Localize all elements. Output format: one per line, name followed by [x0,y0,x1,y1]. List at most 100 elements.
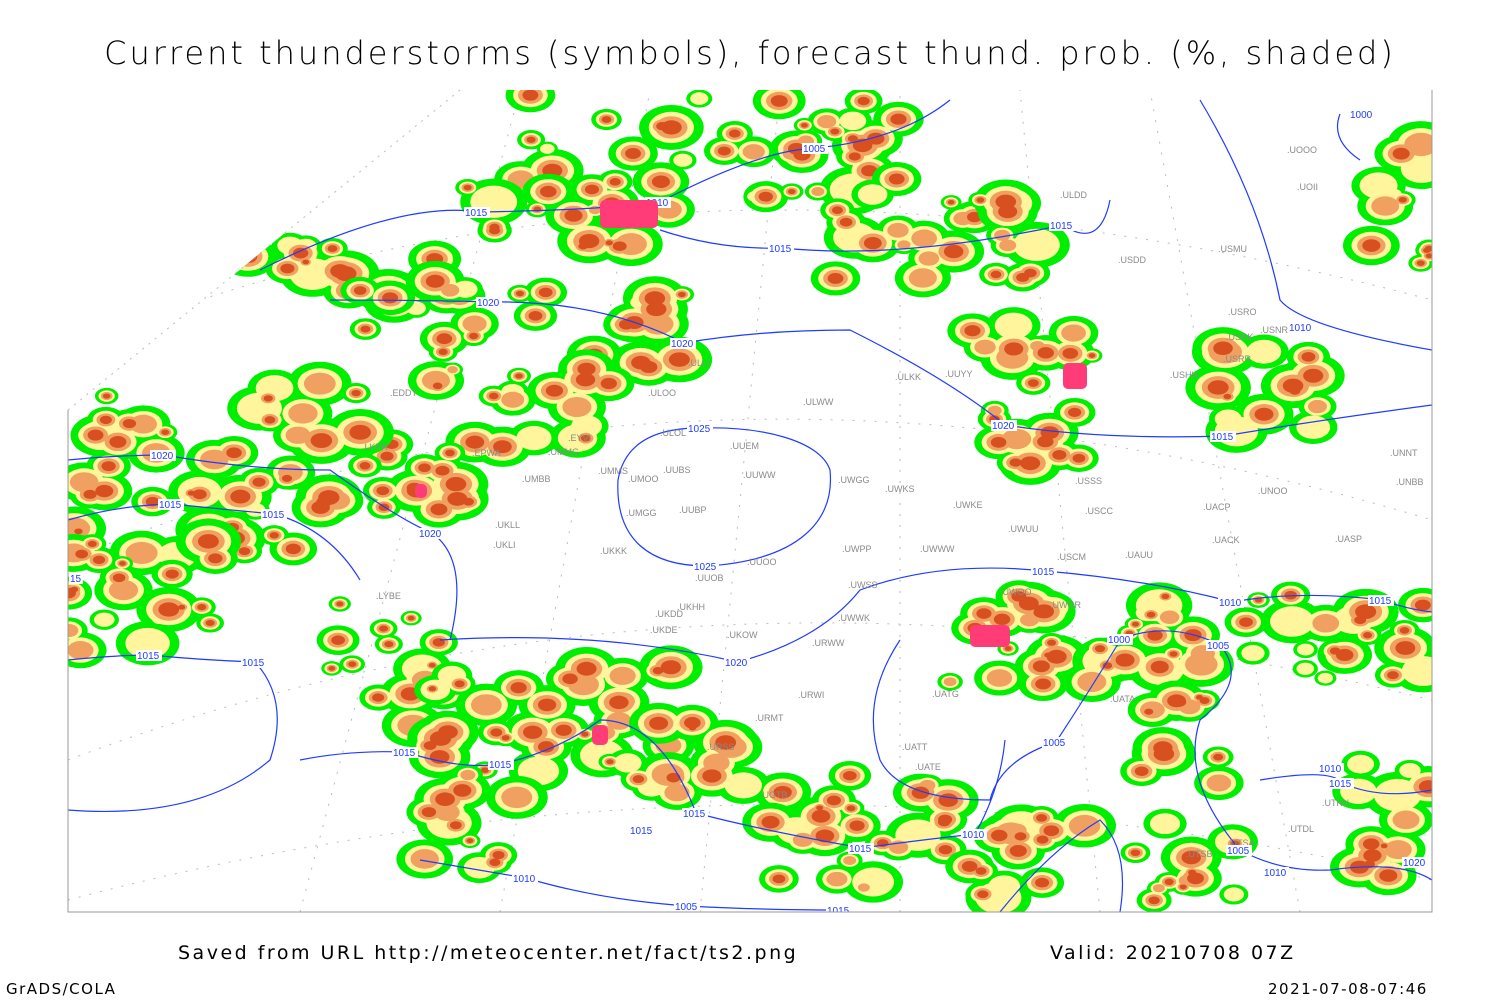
isobar-label-bg [724,657,750,668]
probability-cell [1052,449,1067,460]
probability-cell [74,528,83,535]
probability-cell [410,849,439,869]
probability-cell [911,229,938,248]
station-label: .UWKE [953,500,983,510]
probability-cell [993,613,1011,626]
probability-cell [584,184,600,195]
probability-cell [1404,132,1432,157]
probability-cell [1416,260,1425,266]
station-label: .ULDD [1060,190,1088,200]
probability-cell [1020,613,1039,627]
probability-cell [994,229,1011,241]
probability-cell [964,325,981,337]
probability-cell [1148,896,1160,905]
probability-cell [1072,453,1086,463]
probability-cell [87,540,97,547]
station-label: .LYBE [376,591,401,601]
probability-cell [728,129,741,138]
probability-cell [460,769,476,781]
station-label: .UAUU [1125,550,1153,560]
station-label: .USCM [1057,552,1086,562]
probability-cell [463,184,472,191]
probability-cell [848,152,861,161]
probability-cell [421,807,437,818]
probability-cell [846,805,856,812]
probability-cell [1150,660,1169,674]
probability-cell [887,222,909,238]
probability-cell [178,604,186,610]
isobar-label-bg [1263,867,1289,878]
probability-cell [811,187,825,197]
probability-cell [1161,593,1170,600]
probability-cell [830,128,840,135]
probability-cell [1223,393,1232,400]
isobar-label: 1020 [151,451,174,462]
probability-cell [1179,884,1187,890]
probability-cell [1207,380,1229,395]
probability-cell [537,741,555,753]
probability-cell [119,561,126,566]
probability-cell [1018,596,1039,611]
isobar-label: 1015 [1050,221,1073,232]
thunderstorm-symbol [415,484,427,498]
probability-cell [792,832,814,847]
probability-cell [852,867,895,897]
station-label: .UKOW [727,630,758,640]
map-border [67,90,1433,913]
probability-cell [943,244,964,259]
probability-cell [99,415,112,425]
probability-cell [376,486,390,496]
probability-cell [145,496,160,507]
probability-cell [632,775,645,784]
probability-cell [843,770,857,781]
station-label: .UATA [1110,694,1135,704]
probability-cell [516,425,552,451]
probability-cell [462,315,487,333]
probability-cell [717,146,731,156]
station-label: .UUOO [747,557,777,567]
probability-cell [613,753,642,773]
probability-cell [208,553,223,564]
probability-cell [1254,407,1274,421]
probability-cell [1043,825,1060,837]
station-label: .UATE [915,762,941,772]
probability-cell [976,608,992,619]
station-label: .UWPP [842,544,872,554]
probability-cell [232,241,244,250]
isobar-label: 1015 [262,510,285,521]
probability-cell [994,312,1033,339]
probability-cell [1301,352,1316,362]
probability-cell [1146,611,1156,618]
probability-cell [1130,849,1141,857]
probability-cell [69,472,99,493]
probability-cell [430,503,448,516]
probability-cell [652,666,664,675]
probability-cell [436,333,453,345]
probability-cell [801,122,808,128]
probability-cell [943,677,957,687]
isobar-label: 1015 [465,208,488,219]
probability-cell [1329,647,1341,655]
probability-cell [1317,672,1334,684]
probability-cell [1027,379,1039,387]
isobar-label-bg [768,243,794,254]
probability-cell [609,177,621,186]
probability-cell [1307,399,1328,414]
probability-cell [428,662,436,668]
station-label: .UWGG [838,475,870,485]
probability-cell [839,111,867,131]
probability-cell [1044,652,1052,658]
isobar-label: 1015 [137,651,160,662]
probability-cell [577,362,596,376]
station-label: .USDD [1118,255,1147,265]
probability-cell [226,237,250,254]
probability-cell [379,625,389,632]
isobar-label: 1010 [1219,598,1242,609]
probability-cell [292,247,309,259]
probability-cell [449,821,462,830]
probability-cell [1392,147,1410,160]
probability-cell [977,890,989,899]
probability-cell [758,191,773,202]
probability-cell [447,366,458,374]
isobar-label-bg [69,573,83,584]
